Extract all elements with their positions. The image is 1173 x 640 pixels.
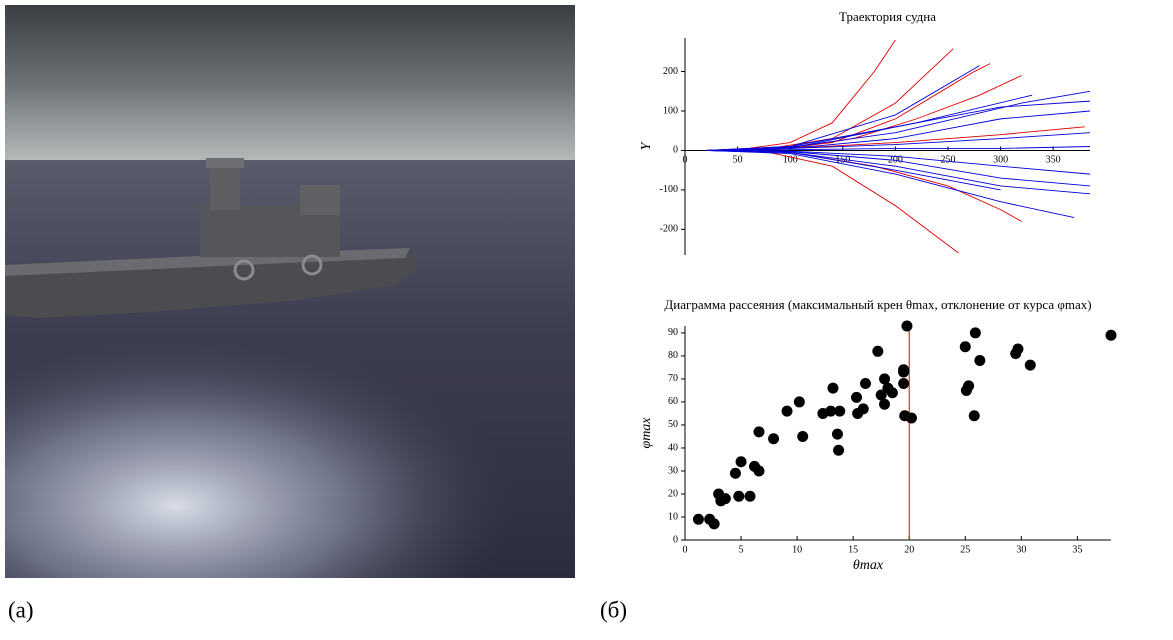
point xyxy=(968,410,980,422)
trajectory xyxy=(706,100,1091,151)
point xyxy=(859,378,871,390)
x-tick-label: 35 xyxy=(1072,544,1082,555)
y-tick-label: 60 xyxy=(668,396,678,407)
point xyxy=(1012,343,1024,355)
x-tick-label: 0 xyxy=(683,544,688,555)
point xyxy=(879,373,891,385)
point xyxy=(831,428,843,440)
point xyxy=(834,405,846,417)
y-tick-label: 0 xyxy=(673,145,678,156)
y-tick-label: 0 xyxy=(673,534,678,545)
x-tick-label: 30 xyxy=(1016,544,1026,555)
x-tick-label: 5 xyxy=(739,544,744,555)
point xyxy=(729,467,741,479)
x-tick-label: 15 xyxy=(848,544,858,555)
trajectory xyxy=(706,149,1001,191)
y-tick-label: 200 xyxy=(663,66,678,77)
x-tick-label: 25 xyxy=(960,544,970,555)
y-axis-label: φmax xyxy=(639,417,654,449)
point xyxy=(708,518,720,530)
point xyxy=(1105,329,1117,341)
trajectory xyxy=(706,94,1033,151)
y-tick-label: 70 xyxy=(668,373,678,384)
x-tick-label: 300 xyxy=(993,155,1008,166)
x-tick-label: 250 xyxy=(940,155,955,166)
trajectory xyxy=(706,146,1091,151)
trajectory xyxy=(706,149,1091,187)
ship-render xyxy=(5,5,575,578)
x-tick-label: 350 xyxy=(1046,155,1061,166)
trajectory xyxy=(706,90,1091,151)
point xyxy=(851,391,863,403)
point xyxy=(969,327,981,339)
y-tick-label: -200 xyxy=(660,224,678,235)
point xyxy=(886,387,898,399)
point xyxy=(974,355,986,367)
point xyxy=(753,426,765,438)
y-tick-label: 80 xyxy=(668,350,678,361)
point xyxy=(768,433,780,445)
point xyxy=(825,405,837,417)
point xyxy=(781,405,793,417)
point xyxy=(827,382,839,394)
y-tick-label: 100 xyxy=(663,105,678,116)
y-tick-label: 30 xyxy=(668,465,678,476)
chart-title: Диаграмма рассеяния (максимальный крен θ… xyxy=(664,297,1091,312)
point xyxy=(1024,359,1036,371)
trajectory xyxy=(706,75,1022,151)
chart-title: Траектория судна xyxy=(839,9,936,24)
point xyxy=(879,398,891,410)
point xyxy=(719,493,731,505)
trajectory xyxy=(706,149,959,254)
point xyxy=(735,456,747,468)
x-tick-label: 0 xyxy=(683,155,688,166)
point xyxy=(797,430,809,442)
point xyxy=(833,444,845,456)
caption-a: (а) xyxy=(8,597,34,622)
x-axis-label: θmax xyxy=(853,558,884,573)
point xyxy=(898,366,910,378)
point xyxy=(793,396,805,408)
point xyxy=(898,378,910,390)
point xyxy=(744,490,756,502)
trajectory xyxy=(706,149,1075,218)
x-tick-label: 100 xyxy=(783,155,798,166)
point xyxy=(905,412,917,424)
point xyxy=(872,345,884,357)
point xyxy=(963,380,975,392)
y-tick-label: 50 xyxy=(668,419,678,430)
trajectory xyxy=(706,48,954,151)
point xyxy=(857,403,869,415)
x-tick-label: 20 xyxy=(904,544,914,555)
x-tick-label: 150 xyxy=(835,155,850,166)
point xyxy=(733,490,745,502)
y-tick-label: -100 xyxy=(660,184,678,195)
caption-b: (б) xyxy=(600,597,627,622)
x-tick-label: 50 xyxy=(733,155,743,166)
y-tick-label: 40 xyxy=(668,442,678,453)
point xyxy=(959,341,971,353)
point xyxy=(875,389,887,401)
point xyxy=(692,513,704,525)
y-axis-label: Y xyxy=(639,140,654,150)
point xyxy=(901,320,913,332)
x-tick-label: 10 xyxy=(792,544,802,555)
y-tick-label: 90 xyxy=(668,327,678,338)
y-tick-label: 10 xyxy=(668,511,678,522)
y-tick-label: 20 xyxy=(668,488,678,499)
point xyxy=(753,465,765,477)
